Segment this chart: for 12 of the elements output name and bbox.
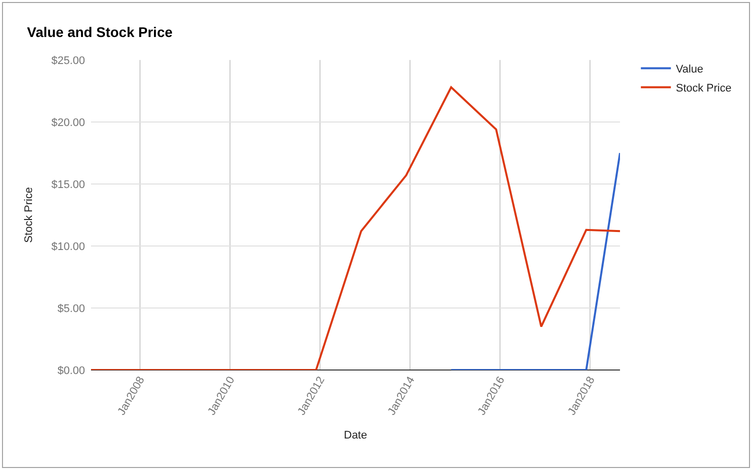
y-tick-label: $20.00 xyxy=(51,116,85,129)
y-tick-label: $10.00 xyxy=(51,240,85,253)
y-tick-label: $25.00 xyxy=(51,54,85,67)
chart-title: Value and Stock Price xyxy=(27,24,173,40)
x-axis-title: Date xyxy=(344,430,368,442)
legend-label: Value xyxy=(676,64,704,76)
y-axis-title: Stock Price xyxy=(22,187,35,243)
y-tick-label: $0.00 xyxy=(57,364,85,377)
line-series xyxy=(91,86,620,370)
y-tick-label: $5.00 xyxy=(57,302,85,315)
legend-label: Stock Price xyxy=(676,82,732,95)
y-tick-label: $15.00 xyxy=(51,178,85,191)
